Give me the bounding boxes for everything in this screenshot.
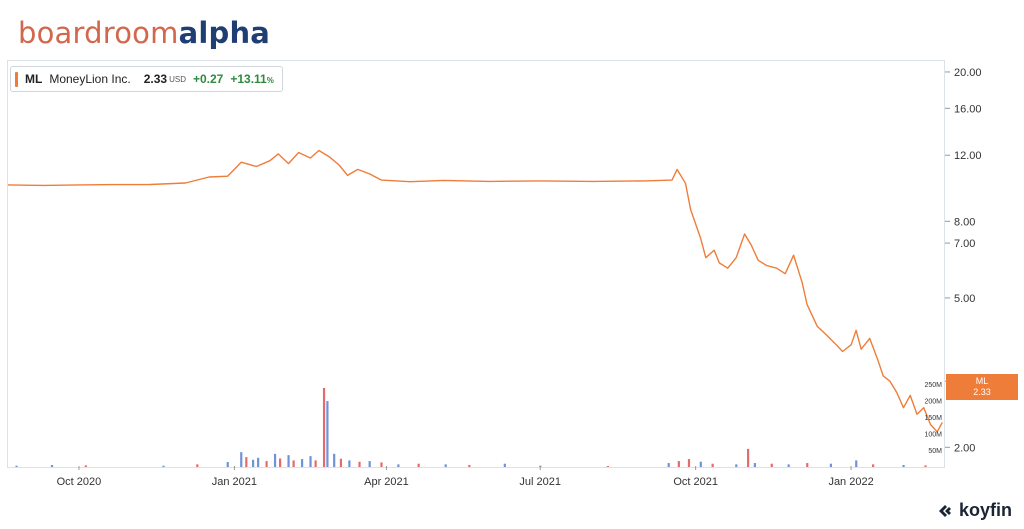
volume-bar <box>333 453 336 467</box>
last-price-tag: ML 2.33 <box>946 374 1018 400</box>
koyfin-mark-icon <box>939 504 951 517</box>
legend-change: +0.27 <box>192 72 224 86</box>
volume-bar <box>677 461 680 467</box>
y-axis-tick-label: 8.00 <box>954 216 975 228</box>
volume-bar <box>162 465 165 467</box>
volume-bar <box>326 401 329 467</box>
volume-axis-label: 250M <box>924 382 942 389</box>
chart-frame <box>7 60 945 468</box>
series-color-swatch <box>15 71 18 87</box>
volume-bar <box>735 464 738 467</box>
legend-currency: USD <box>169 74 186 84</box>
volume-bar <box>322 387 326 467</box>
volume-bar <box>829 463 833 467</box>
x-axis-tick-label: Oct 2020 <box>57 476 102 488</box>
volume-bar <box>273 453 277 467</box>
volume-bar <box>292 460 295 467</box>
x-axis-tick-label: Jul 2021 <box>519 476 561 488</box>
volume-bar <box>902 465 905 467</box>
volume-bar <box>50 465 54 467</box>
volume-bar <box>358 461 361 467</box>
y-axis-tick-label: 12.00 <box>954 150 982 162</box>
volume-bar <box>855 460 858 467</box>
volume-bar <box>380 462 383 467</box>
volume-bar <box>279 458 282 467</box>
chart-legend[interactable]: ML MoneyLion Inc. 2.33 USD +0.27 +13.11% <box>10 66 283 92</box>
y-axis-tick-label: 7.00 <box>954 238 975 250</box>
volume-bar <box>711 463 714 467</box>
volume-axis-label: 150M <box>924 415 942 422</box>
price-tag-symbol: ML <box>975 376 989 386</box>
volume-bar <box>699 461 702 467</box>
volume-bar <box>606 466 609 467</box>
volume-bar <box>747 448 750 467</box>
volume-bar <box>397 464 400 467</box>
y-axis-tick-label: 20.00 <box>954 67 982 79</box>
legend-change-pct: +13.11% <box>230 72 274 86</box>
volume-bar <box>687 459 691 467</box>
volume-bar <box>287 455 290 467</box>
boardroomalpha-logo: boardroomalpha <box>18 16 270 50</box>
volume-bar <box>667 463 670 467</box>
volume-bar <box>251 459 255 467</box>
x-axis-tick-label: Apr 2021 <box>364 476 409 488</box>
y-axis-tick-label: 16.00 <box>954 103 982 115</box>
volume-bar <box>348 460 351 467</box>
volume-bar <box>196 464 199 467</box>
legend-price: 2.33 <box>143 72 168 86</box>
volume-bar <box>770 463 773 467</box>
legend-symbol: ML <box>25 72 43 86</box>
volume-bar <box>15 465 18 467</box>
volume-bar <box>872 464 875 467</box>
volume-bar <box>240 452 243 467</box>
legend-company-name: MoneyLion Inc. <box>49 72 131 86</box>
logo-part-boardroom: boardroom <box>18 16 179 50</box>
x-axis-tick-label: Oct 2021 <box>673 476 718 488</box>
x-axis-tick-label: Jan 2021 <box>212 476 257 488</box>
y-axis-tick-label: 2.00 <box>954 442 975 454</box>
volume-bar <box>924 465 927 467</box>
volume-axis-label: 100M <box>924 432 942 439</box>
koyfin-logo: koyfin <box>935 500 1012 521</box>
volume-bar <box>314 460 317 467</box>
volume-bar <box>753 463 756 467</box>
volume-bar <box>368 461 371 467</box>
price-series-line[interactable] <box>7 149 943 433</box>
volume-bar <box>417 463 420 467</box>
volume-axis-label: 200M <box>924 399 942 406</box>
volume-bar <box>503 463 506 467</box>
volume-bar <box>806 463 809 467</box>
logo-part-alpha: alpha <box>178 16 271 50</box>
koyfin-logo-text: koyfin <box>959 500 1013 520</box>
legend-pct-sign: % <box>266 76 274 85</box>
volume-bar <box>468 465 471 467</box>
y-axis-tick-label: 5.00 <box>954 293 975 305</box>
legend-change-pct-value: +13.11 <box>230 72 267 86</box>
volume-bar <box>84 465 87 467</box>
volume-bar <box>265 461 268 467</box>
x-axis-tick-label: Jan 2022 <box>828 476 873 488</box>
volume-bar <box>339 458 343 467</box>
volume-bar <box>245 457 248 467</box>
volume-bar <box>309 456 312 467</box>
volume-axis-label: 50M <box>928 448 942 455</box>
volume-bar <box>444 464 447 467</box>
volume-bar <box>226 462 229 467</box>
volume-bar <box>300 459 304 467</box>
volume-bar <box>787 464 790 467</box>
volume-bar <box>257 457 260 467</box>
price-tag-value: 2.33 <box>973 387 991 397</box>
